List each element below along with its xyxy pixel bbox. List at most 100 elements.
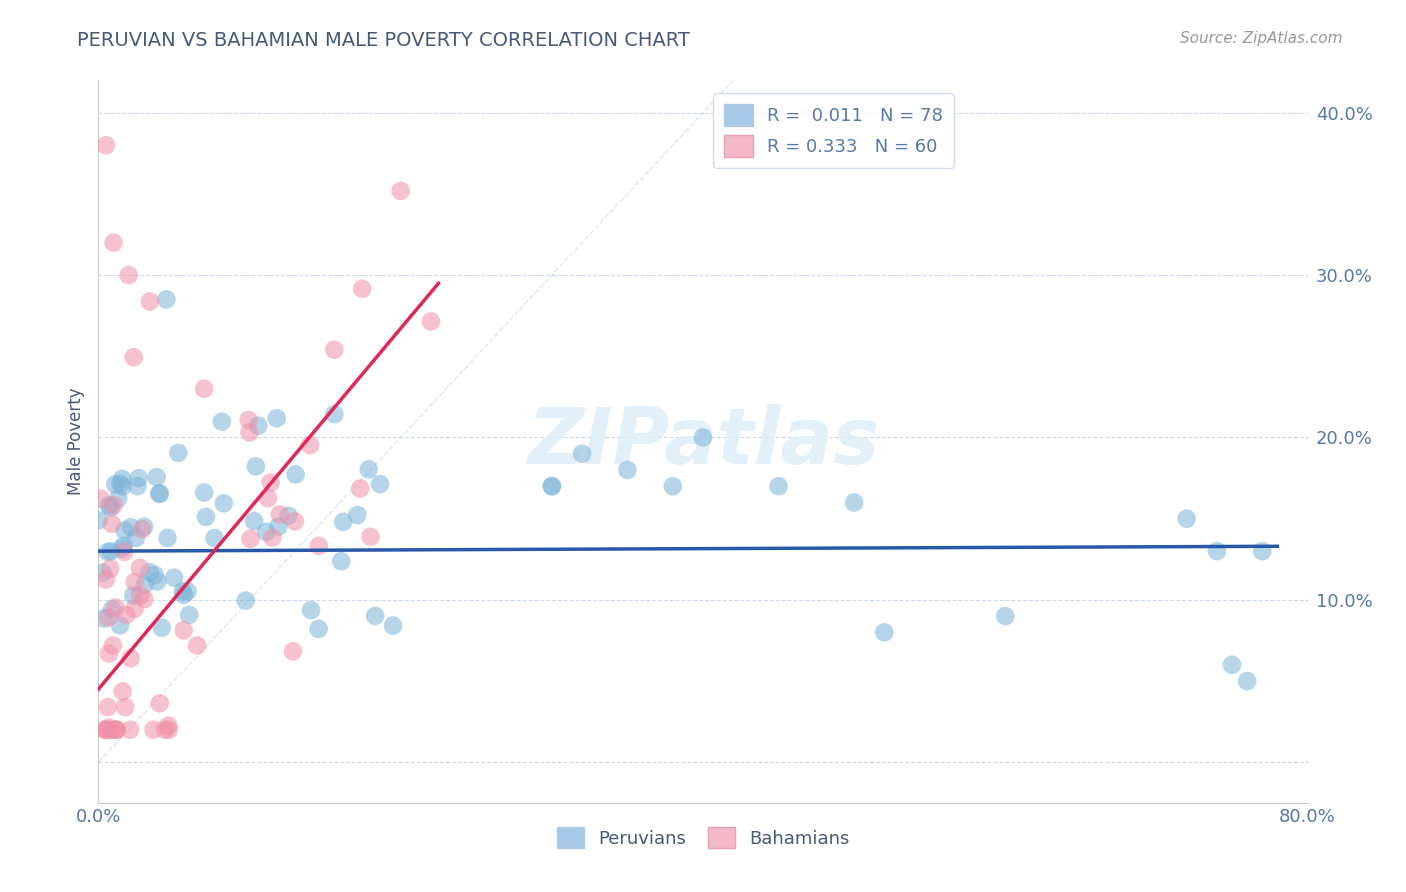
Point xyxy=(104,723,127,737)
Point xyxy=(254,524,277,539)
Text: Source: ZipAtlas.com: Source: ZipAtlas.com xyxy=(1180,31,1343,46)
Point xyxy=(93,611,115,625)
Point xyxy=(186,639,208,653)
Point xyxy=(87,513,110,527)
Point xyxy=(349,482,371,496)
Legend: Peruvians, Bahamians: Peruvians, Bahamians xyxy=(550,820,856,855)
Text: ZIPatlas: ZIPatlas xyxy=(527,403,879,480)
Point xyxy=(193,485,215,500)
Point xyxy=(204,531,226,545)
Point xyxy=(134,577,156,591)
Point xyxy=(101,639,124,653)
Point xyxy=(389,184,412,198)
Point xyxy=(112,545,135,559)
Point xyxy=(211,415,233,429)
Point xyxy=(994,609,1017,624)
Point xyxy=(299,438,322,452)
Point xyxy=(262,531,284,545)
Point xyxy=(193,382,215,396)
Point xyxy=(103,235,125,250)
Point xyxy=(100,723,122,737)
Point xyxy=(98,647,121,661)
Point xyxy=(114,700,136,714)
Point xyxy=(616,463,638,477)
Point xyxy=(173,624,195,638)
Point xyxy=(111,472,134,486)
Point xyxy=(844,495,866,509)
Point xyxy=(97,700,120,714)
Point xyxy=(239,425,262,440)
Point xyxy=(127,479,149,493)
Point xyxy=(540,479,562,493)
Point xyxy=(194,509,217,524)
Point xyxy=(661,479,683,493)
Point xyxy=(157,718,180,732)
Point xyxy=(163,571,186,585)
Point xyxy=(146,574,169,589)
Point xyxy=(124,574,146,589)
Point xyxy=(108,618,131,632)
Point xyxy=(105,723,128,737)
Point xyxy=(179,607,201,622)
Point xyxy=(212,496,235,510)
Point xyxy=(1206,544,1229,558)
Point xyxy=(277,508,299,523)
Point xyxy=(97,610,120,624)
Point xyxy=(257,491,280,505)
Point xyxy=(138,565,160,579)
Point xyxy=(129,588,152,602)
Point xyxy=(122,589,145,603)
Point xyxy=(1251,544,1274,558)
Point xyxy=(120,520,142,534)
Point xyxy=(420,314,443,328)
Point xyxy=(104,600,127,615)
Point xyxy=(323,343,346,357)
Point xyxy=(97,545,120,559)
Point xyxy=(155,293,177,307)
Point xyxy=(104,477,127,491)
Point xyxy=(105,723,128,737)
Point xyxy=(332,515,354,529)
Point xyxy=(112,539,135,553)
Point xyxy=(281,644,304,658)
Point xyxy=(134,592,156,607)
Point xyxy=(323,407,346,421)
Point xyxy=(94,138,117,153)
Point xyxy=(93,723,115,737)
Point xyxy=(97,721,120,735)
Point xyxy=(1175,511,1198,525)
Point xyxy=(118,723,141,737)
Point xyxy=(122,350,145,364)
Point xyxy=(149,697,172,711)
Point xyxy=(101,602,124,616)
Point xyxy=(364,608,387,623)
Point xyxy=(96,723,118,737)
Point xyxy=(269,508,291,522)
Point xyxy=(299,603,322,617)
Point xyxy=(308,622,330,636)
Point xyxy=(143,568,166,582)
Point xyxy=(149,487,172,501)
Point xyxy=(120,651,142,665)
Point xyxy=(768,479,790,493)
Point xyxy=(167,446,190,460)
Point xyxy=(124,602,146,616)
Point xyxy=(132,519,155,533)
Point xyxy=(131,523,153,537)
Point xyxy=(100,544,122,558)
Point xyxy=(111,479,134,493)
Point xyxy=(260,475,283,490)
Point xyxy=(96,723,118,737)
Point xyxy=(108,476,131,491)
Point xyxy=(145,470,167,484)
Point xyxy=(128,471,150,485)
Point xyxy=(382,618,405,632)
Point xyxy=(284,514,307,528)
Point xyxy=(239,532,262,546)
Point xyxy=(1236,673,1258,688)
Point xyxy=(107,491,129,505)
Point xyxy=(235,593,257,607)
Point xyxy=(173,588,195,602)
Point xyxy=(238,413,260,427)
Point xyxy=(176,584,198,599)
